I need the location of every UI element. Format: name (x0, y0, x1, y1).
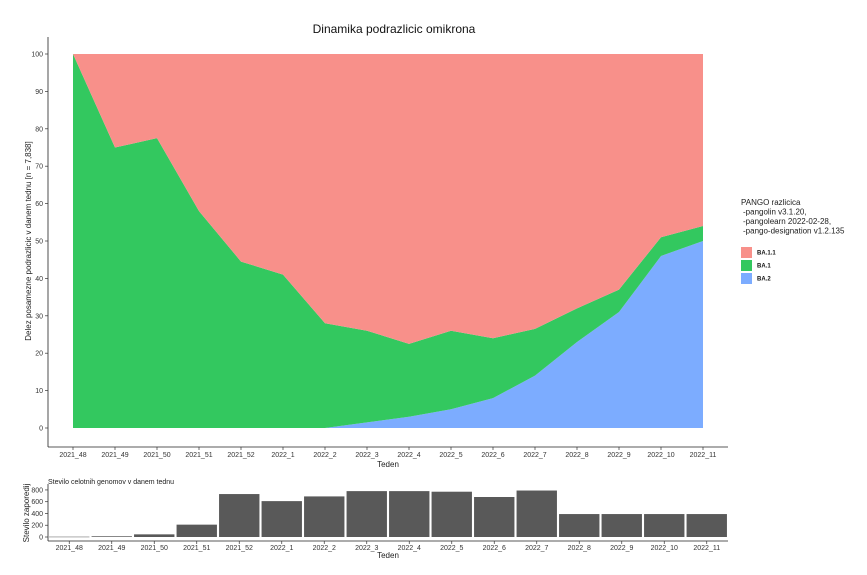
legend-swatch (741, 260, 752, 271)
legend-label: BA.2 (757, 277, 771, 283)
bar-2022_2 (304, 496, 345, 537)
legend-swatch (741, 273, 752, 284)
bar-x-tick-label: 2022_2 (313, 545, 336, 552)
bar-2022_4 (389, 491, 430, 537)
bar-2022_5 (431, 491, 472, 537)
main-y-tick-label: 10 (35, 388, 43, 395)
main-chart-title: Dinamika podrazlicic omikrona (313, 22, 476, 36)
main-area-series (73, 54, 703, 428)
legend-swatch (741, 247, 752, 258)
area-series-ba-2 (73, 241, 703, 428)
main-x-tick-label: 2021_51 (185, 452, 212, 459)
main-x-tick-label: 2021_49 (101, 452, 128, 459)
bar-2022_10 (644, 514, 685, 537)
bar-chart-title: Stevilo celotnih genomov v danem tednu (48, 479, 174, 486)
bar-x-tick-label: 2021_49 (98, 545, 125, 552)
legend-label: BA.1 (757, 264, 771, 270)
main-x-tick-label: 2022_3 (355, 452, 378, 459)
bar-y-tick-label: 400 (31, 511, 43, 518)
bar-axes: 0 200 400 600 800 2021_48 2021_49 2021_50 2021_5… (31, 484, 728, 552)
main-x-tick-label: 2021_50 (143, 452, 170, 459)
area-series-ba-1 (73, 54, 703, 428)
main-y-tick-label: 0 (39, 426, 43, 433)
main-x-tick-label: 2022_4 (397, 452, 420, 459)
bar-x-tick-label: 2022_6 (483, 545, 506, 552)
bar-2021_49 (91, 536, 132, 537)
bar-x-tick-label: 2021_52 (226, 545, 253, 552)
legend: PANGO razlicica-pangolin v3.1.20,-pangol… (741, 198, 845, 284)
main-y-tick-label: 60 (35, 201, 43, 208)
bar-x-tick-label: 2022_11 (693, 545, 720, 552)
bar-2022_3 (346, 491, 387, 537)
area-series-ba-1-1 (73, 54, 703, 344)
legend-title-line: PANGO razlicica (741, 198, 801, 207)
bar-x-tick-label: 2022_9 (610, 545, 633, 552)
bar-2022_9 (601, 514, 642, 537)
main-y-tick-label: 100 (31, 52, 43, 59)
bar-x-tick-label: 2022_10 (651, 545, 678, 552)
bar-x-tick-label: 2022_8 (568, 545, 591, 552)
main-x-tick-label: 2022_6 (481, 452, 504, 459)
main-y-tick-label: 40 (35, 276, 43, 283)
bar-2021_50 (134, 534, 175, 537)
main-x-tick-label: 2022_2 (313, 452, 336, 459)
bar-x-tick-label: 2022_7 (525, 545, 548, 552)
main-x-tick-label: 2022_10 (647, 452, 674, 459)
bar-x-tick-label: 2021_48 (56, 545, 83, 552)
main-x-tick-label: 2021_52 (227, 452, 254, 459)
main-y-tick-label: 80 (35, 126, 43, 133)
bar-2022_7 (516, 490, 557, 537)
bar-2022_1 (261, 501, 302, 537)
main-x-axis-title: Teden (377, 460, 399, 469)
legend-title-line: -pangolearn 2022-02-28, (743, 217, 831, 226)
main-axes: 0 10 20 30 40 50 60 70 80 90 100 2021_48 2021_49 2021… (31, 37, 728, 459)
bar-x-tick-label: 2022_4 (398, 545, 421, 552)
bar-2021_52 (219, 494, 260, 537)
bar-y-tick-label: 800 (31, 487, 43, 494)
bar-y-tick-label: 0 (39, 535, 43, 542)
legend-title-line: -pangolin v3.1.20, (743, 208, 807, 217)
bar-x-tick-label: 2022_3 (355, 545, 378, 552)
bar-x-tick-label: 2022_1 (270, 545, 293, 552)
bar-y-tick-label: 600 (31, 499, 43, 506)
main-x-tick-label: 2022_8 (565, 452, 588, 459)
main-x-tick-label: 2022_11 (690, 452, 717, 459)
legend-title-line: -pango-designation v1.2.135 (743, 227, 845, 236)
bar-2022_8 (559, 514, 600, 537)
bar-y-tick-label: 200 (31, 523, 43, 530)
bar-x-tick-label: 2021_50 (141, 545, 168, 552)
bar-y-axis-title: Stevilo zaporedij (22, 483, 31, 542)
bar-x-tick-label: 2022_5 (440, 545, 463, 552)
bar-2021_48 (49, 536, 90, 538)
main-x-tick-label: 2022_9 (607, 452, 630, 459)
main-y-tick-label: 90 (35, 89, 43, 96)
bar-2022_11 (686, 514, 727, 537)
bar-x-tick-label: 2021_51 (183, 545, 210, 552)
main-x-tick-label: 2021_48 (59, 452, 86, 459)
bar-2022_6 (474, 497, 515, 537)
main-y-axis-title: Delez posamezne podrazlicic v danem tedn… (24, 141, 33, 340)
main-y-tick-label: 30 (35, 313, 43, 320)
main-y-tick-label: 70 (35, 164, 43, 171)
main-y-tick-label: 20 (35, 351, 43, 358)
legend-label: BA.1.1 (757, 251, 776, 257)
bar-series (49, 490, 727, 538)
main-y-tick-label: 50 (35, 239, 43, 246)
bar-2021_51 (176, 524, 217, 537)
main-x-tick-label: 2022_7 (523, 452, 546, 459)
main-x-tick-label: 2022_1 (271, 452, 294, 459)
main-x-tick-label: 2022_5 (439, 452, 462, 459)
bar-x-axis-title: Teden (377, 551, 399, 560)
